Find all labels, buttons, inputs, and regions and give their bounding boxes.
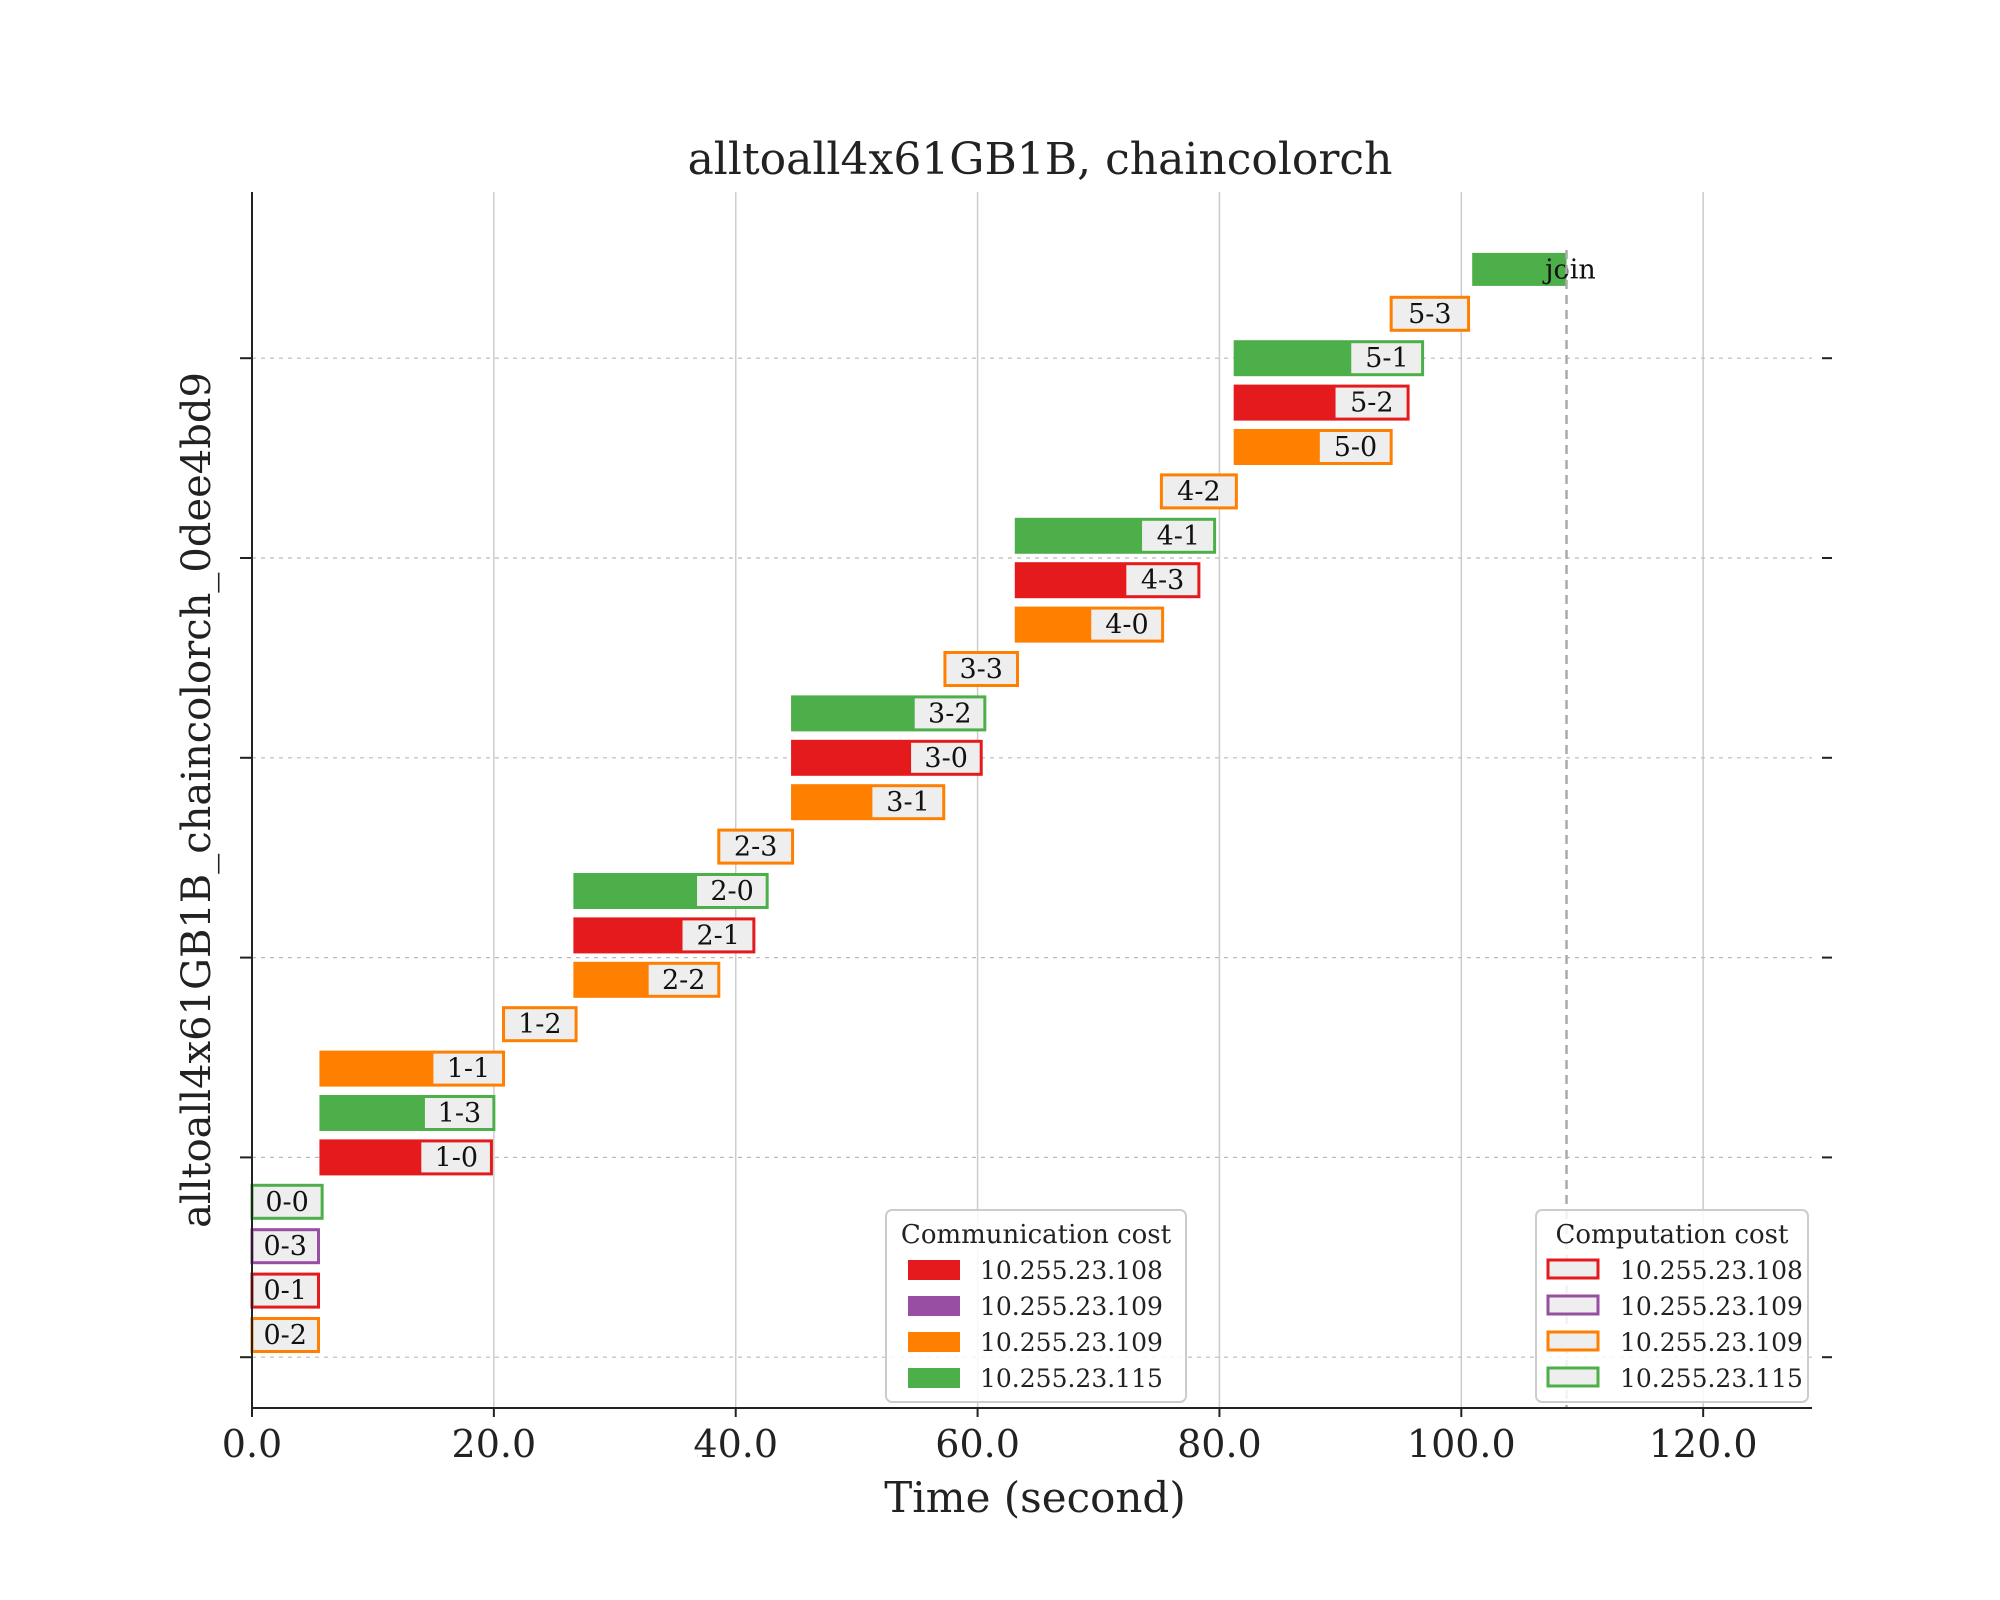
legend-entry-label: 10.255.23.109	[1620, 1328, 1803, 1357]
task-label: 0-2	[264, 1320, 307, 1351]
legend-swatch	[1546, 1330, 1600, 1352]
task-bar	[250, 1272, 321, 1309]
legend-box	[1535, 1209, 1809, 1403]
task-label: 1-3	[438, 1098, 481, 1129]
legend-swatch	[908, 1368, 960, 1388]
legend-swatch	[1546, 1366, 1600, 1388]
task-label: 1-0	[435, 1142, 478, 1173]
task-bar-communication	[320, 1096, 425, 1130]
legend-swatch	[908, 1260, 960, 1280]
task-label: 4-0	[1105, 610, 1148, 641]
task-bar-communication	[792, 741, 912, 775]
x-tick-label: 100.0	[1407, 1422, 1516, 1466]
x-tick-label: 80.0	[1177, 1422, 1262, 1466]
task-bar	[943, 651, 1019, 687]
task-bar	[1389, 295, 1471, 332]
legend-swatch	[908, 1332, 960, 1352]
legend-box	[885, 1209, 1187, 1403]
task-label: 0-1	[264, 1276, 307, 1307]
chart-title: alltoall4x61GB1B, chaincolorch	[688, 134, 1393, 185]
x-tick-label: 40.0	[693, 1422, 778, 1466]
legend-title: Communication cost	[901, 1220, 1172, 1250]
legend-entry-label: 10.255.23.109	[1620, 1292, 1803, 1321]
task-label: join	[1542, 254, 1596, 285]
x-tick-label: 20.0	[452, 1422, 537, 1466]
task-label: 4-3	[1141, 565, 1184, 596]
task-bar-communication	[574, 874, 698, 908]
task-label: 2-3	[734, 832, 777, 863]
task-bar-communication	[574, 918, 683, 952]
task-label: 5-0	[1334, 432, 1377, 463]
task-label: 1-1	[447, 1054, 490, 1085]
x-tick-label: 120.0	[1649, 1422, 1758, 1466]
legend-title: Computation cost	[1556, 1220, 1790, 1250]
task-label: 2-2	[662, 965, 705, 996]
task-bar-communication	[1016, 563, 1127, 597]
task-label: 5-1	[1365, 343, 1408, 374]
task-label: 5-2	[1350, 388, 1393, 419]
task-bar	[250, 1228, 321, 1265]
task-bar	[717, 828, 795, 865]
legend-entry-label: 10.255.23.108	[1620, 1256, 1803, 1285]
task-label: 3-3	[959, 654, 1002, 685]
task-label: 3-1	[886, 787, 929, 818]
task-bar-join	[1472, 252, 1567, 286]
task-label: 1-2	[518, 1009, 561, 1040]
legend-swatch	[908, 1296, 960, 1316]
legend-swatch	[1546, 1294, 1600, 1316]
task-bars: 0-2 0-1 0-3 0-0 1-0 1-3 1-1 1-2 2-2 2-1 2-0 2-3 3-1 3…	[250, 250, 1596, 1408]
task-label: 0-0	[265, 1187, 308, 1218]
task-label: 3-2	[928, 698, 971, 729]
legend-entry-label: 10.255.23.108	[980, 1256, 1163, 1285]
task-label: 4-1	[1157, 521, 1200, 552]
task-label: 2-1	[696, 920, 739, 951]
task-bar-communication	[574, 963, 649, 997]
task-bar-communication	[1016, 519, 1143, 553]
task-bar	[1159, 473, 1238, 510]
task-bar-communication	[1235, 386, 1336, 420]
task-bar-communication	[792, 696, 915, 730]
legend-entry-label: 10.255.23.109	[980, 1292, 1163, 1321]
x-tick-label: 0.0	[222, 1422, 282, 1466]
task-label: 0-3	[264, 1231, 307, 1262]
task-bar-communication	[1016, 608, 1092, 642]
task-label: 5-3	[1408, 299, 1451, 330]
task-label: 4-2	[1177, 476, 1220, 507]
y-axis-label: alltoall4x61GB1B_chaincolorch_0dee4bd9	[174, 372, 220, 1228]
task-bar-communication	[320, 1140, 422, 1174]
legend-entry-label: 10.255.23.109	[980, 1328, 1163, 1357]
legend-entry-label: 10.255.23.115	[980, 1364, 1163, 1393]
task-label: 3-0	[924, 743, 967, 774]
task-bar	[250, 1183, 324, 1220]
task-label: 2-0	[710, 876, 753, 907]
task-bar-communication	[792, 785, 873, 819]
task-bar-communication	[1235, 341, 1352, 375]
task-bar	[502, 1006, 578, 1043]
legend-swatch	[1546, 1258, 1600, 1280]
task-bar-communication	[1235, 430, 1320, 464]
legend-entry-label: 10.255.23.115	[1620, 1364, 1803, 1393]
task-bar-communication	[320, 1052, 434, 1086]
x-tick-label: 60.0	[935, 1422, 1020, 1466]
legends: Communication cost 10.255.23.108 10.255.23…	[885, 1209, 1809, 1403]
x-axis-label: Time (second)	[884, 1473, 1185, 1522]
axes: 0.0 20.0 40.0 60.0 80.0 100.0 120.0	[222, 192, 1832, 1466]
